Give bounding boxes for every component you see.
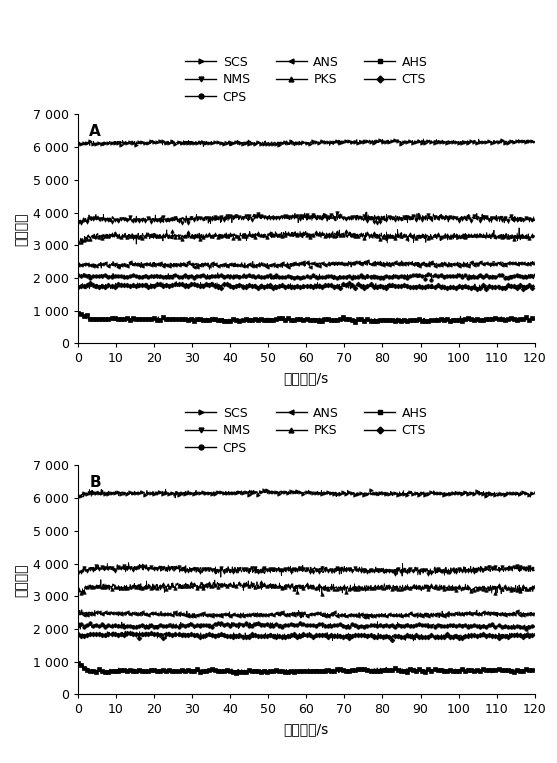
Y-axis label: 响应强度: 响应强度 <box>15 563 29 597</box>
X-axis label: 响应时间/s: 响应时间/s <box>284 371 329 385</box>
X-axis label: 响应时间/s: 响应时间/s <box>284 722 329 736</box>
Text: B: B <box>90 475 101 490</box>
Legend: SCS, NMS, CPS, ANS, PKS, AHS, CTS: SCS, NMS, CPS, ANS, PKS, AHS, CTS <box>185 407 428 455</box>
Text: A: A <box>90 124 101 139</box>
Legend: SCS, NMS, CPS, ANS, PKS, AHS, CTS: SCS, NMS, CPS, ANS, PKS, AHS, CTS <box>185 56 428 104</box>
Y-axis label: 响应强度: 响应强度 <box>15 212 29 246</box>
